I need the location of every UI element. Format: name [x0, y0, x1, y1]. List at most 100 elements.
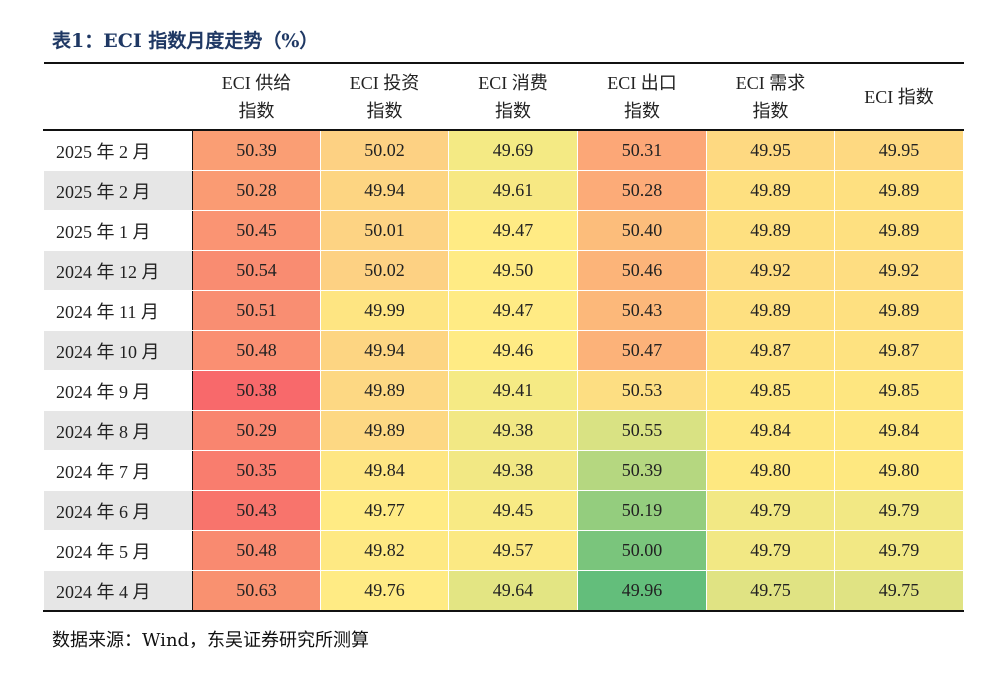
value-cell: 50.43: [192, 490, 321, 531]
table-row: 2024 年 9 月 50.38 49.89 49.41 50.53 49.85 49.85: [43, 370, 964, 411]
value-cell: 49.84: [320, 450, 449, 491]
row-date: 2024 年 12 月: [43, 250, 193, 291]
header-investment: ECI 投资 指数: [320, 62, 449, 131]
value-cell: 50.43: [577, 290, 707, 331]
row-date: 2024 年 10 月: [43, 330, 193, 371]
value-cell: 50.53: [577, 370, 707, 411]
value-cell: 49.69: [448, 129, 578, 171]
row-date: 2025 年 2 月: [43, 170, 193, 211]
table-row: 2024 年 11 月 50.51 49.99 49.47 50.43 49.89 49.8…: [43, 290, 964, 331]
value-cell: 49.64: [448, 570, 578, 612]
header-demand: ECI 需求 指数: [706, 62, 835, 131]
value-cell: 49.46: [448, 330, 578, 371]
table-row: 2024 年 12 月 50.54 50.02 49.50 50.46 49.92 49.9…: [43, 250, 964, 291]
value-cell: 50.01: [320, 210, 449, 251]
value-cell: 49.89: [320, 370, 449, 411]
value-cell: 49.38: [448, 410, 578, 451]
value-cell: 49.89: [320, 410, 449, 451]
row-date: 2024 年 5 月: [43, 530, 193, 571]
value-cell: 49.94: [320, 170, 449, 211]
value-cell: 50.02: [320, 250, 449, 291]
value-cell: 49.47: [448, 290, 578, 331]
table-row: 2024 年 6 月 50.43 49.77 49.45 50.19 49.79 49.79: [43, 490, 964, 531]
value-cell: 50.63: [192, 570, 321, 612]
source-note: 数据来源：Wind，东吴证券研究所测算: [52, 630, 370, 651]
value-cell: 50.54: [192, 250, 321, 291]
value-cell: 50.45: [192, 210, 321, 251]
value-cell: 50.48: [192, 530, 321, 571]
value-cell: 49.47: [448, 210, 578, 251]
table-row: 2024 年 10 月 50.48 49.94 49.46 50.47 49.87 49.8…: [43, 330, 964, 371]
table-row: 2024 年 5 月 50.48 49.82 49.57 50.00 49.79 49.79: [43, 530, 964, 571]
value-cell: 50.29: [192, 410, 321, 451]
value-cell: 49.92: [834, 250, 964, 291]
header-corner: [43, 62, 193, 131]
header-export: ECI 出口 指数: [577, 62, 707, 131]
value-cell: 49.77: [320, 490, 449, 531]
header-eci: ECI 指数: [834, 62, 964, 131]
value-cell: 49.95: [834, 129, 964, 171]
value-cell: 49.89: [706, 210, 835, 251]
value-cell: 50.19: [577, 490, 707, 531]
table-row: 2025 年 2 月 50.39 50.02 49.69 50.31 49.95 49.95: [43, 129, 964, 171]
value-cell: 50.35: [192, 450, 321, 491]
row-date: 2024 年 7 月: [43, 450, 193, 491]
value-cell: 49.38: [448, 450, 578, 491]
value-cell: 49.95: [706, 129, 835, 171]
value-cell: 49.61: [448, 170, 578, 211]
value-cell: 49.96: [577, 570, 707, 612]
value-cell: 49.87: [834, 330, 964, 371]
value-cell: 49.50: [448, 250, 578, 291]
value-cell: 49.89: [834, 210, 964, 251]
value-cell: 49.94: [320, 330, 449, 371]
value-cell: 49.45: [448, 490, 578, 531]
header-consumption: ECI 消费 指数: [448, 62, 578, 131]
row-date: 2024 年 6 月: [43, 490, 193, 531]
value-cell: 49.89: [706, 170, 835, 211]
value-cell: 49.76: [320, 570, 449, 612]
row-date: 2024 年 9 月: [43, 370, 193, 411]
value-cell: 49.79: [834, 530, 964, 571]
value-cell: 49.99: [320, 290, 449, 331]
row-date: 2025 年 2 月: [43, 129, 193, 171]
value-cell: 49.41: [448, 370, 578, 411]
value-cell: 49.85: [834, 370, 964, 411]
table-row: 2024 年 7 月 50.35 49.84 49.38 50.39 49.80 49.80: [43, 450, 964, 491]
value-cell: 49.89: [834, 170, 964, 211]
row-date: 2024 年 4 月: [43, 570, 193, 612]
value-cell: 49.92: [706, 250, 835, 291]
value-cell: 50.39: [577, 450, 707, 491]
value-cell: 49.84: [834, 410, 964, 451]
value-cell: 50.00: [577, 530, 707, 571]
value-cell: 49.80: [706, 450, 835, 491]
row-date: 2024 年 11 月: [43, 290, 193, 331]
value-cell: 50.31: [577, 129, 707, 171]
table-row: 2025 年 1 月 50.45 50.01 49.47 50.40 49.89 49.89: [43, 210, 964, 251]
value-cell: 50.48: [192, 330, 321, 371]
value-cell: 50.47: [577, 330, 707, 371]
value-cell: 50.39: [192, 129, 321, 171]
table-header: ECI 供给 指数 ECI 投资 指数 ECI 消费 指数 ECI 出口 指数 ECI …: [43, 62, 964, 131]
value-cell: 49.79: [834, 490, 964, 531]
value-cell: 49.79: [706, 490, 835, 531]
eci-table: ECI 供给 指数 ECI 投资 指数 ECI 消费 指数 ECI 出口 指数 ECI …: [43, 62, 964, 612]
value-cell: 49.89: [834, 290, 964, 331]
value-cell: 50.38: [192, 370, 321, 411]
row-date: 2024 年 8 月: [43, 410, 193, 451]
table-body: 2025 年 2 月 50.39 50.02 49.69 50.31 49.95 49.95…: [43, 129, 964, 612]
table-row: 2025 年 2 月 50.28 49.94 49.61 50.28 49.89 49.89: [43, 170, 964, 211]
value-cell: 49.84: [706, 410, 835, 451]
value-cell: 49.75: [706, 570, 835, 612]
value-cell: 50.51: [192, 290, 321, 331]
header-supply: ECI 供给 指数: [192, 62, 321, 131]
table-title: 表1：ECI 指数月度走势（%）: [52, 30, 319, 52]
value-cell: 49.82: [320, 530, 449, 571]
value-cell: 50.55: [577, 410, 707, 451]
value-cell: 50.28: [192, 170, 321, 211]
value-cell: 49.75: [834, 570, 964, 612]
value-cell: 49.89: [706, 290, 835, 331]
value-cell: 50.02: [320, 129, 449, 171]
value-cell: 49.87: [706, 330, 835, 371]
value-cell: 50.40: [577, 210, 707, 251]
value-cell: 49.79: [706, 530, 835, 571]
